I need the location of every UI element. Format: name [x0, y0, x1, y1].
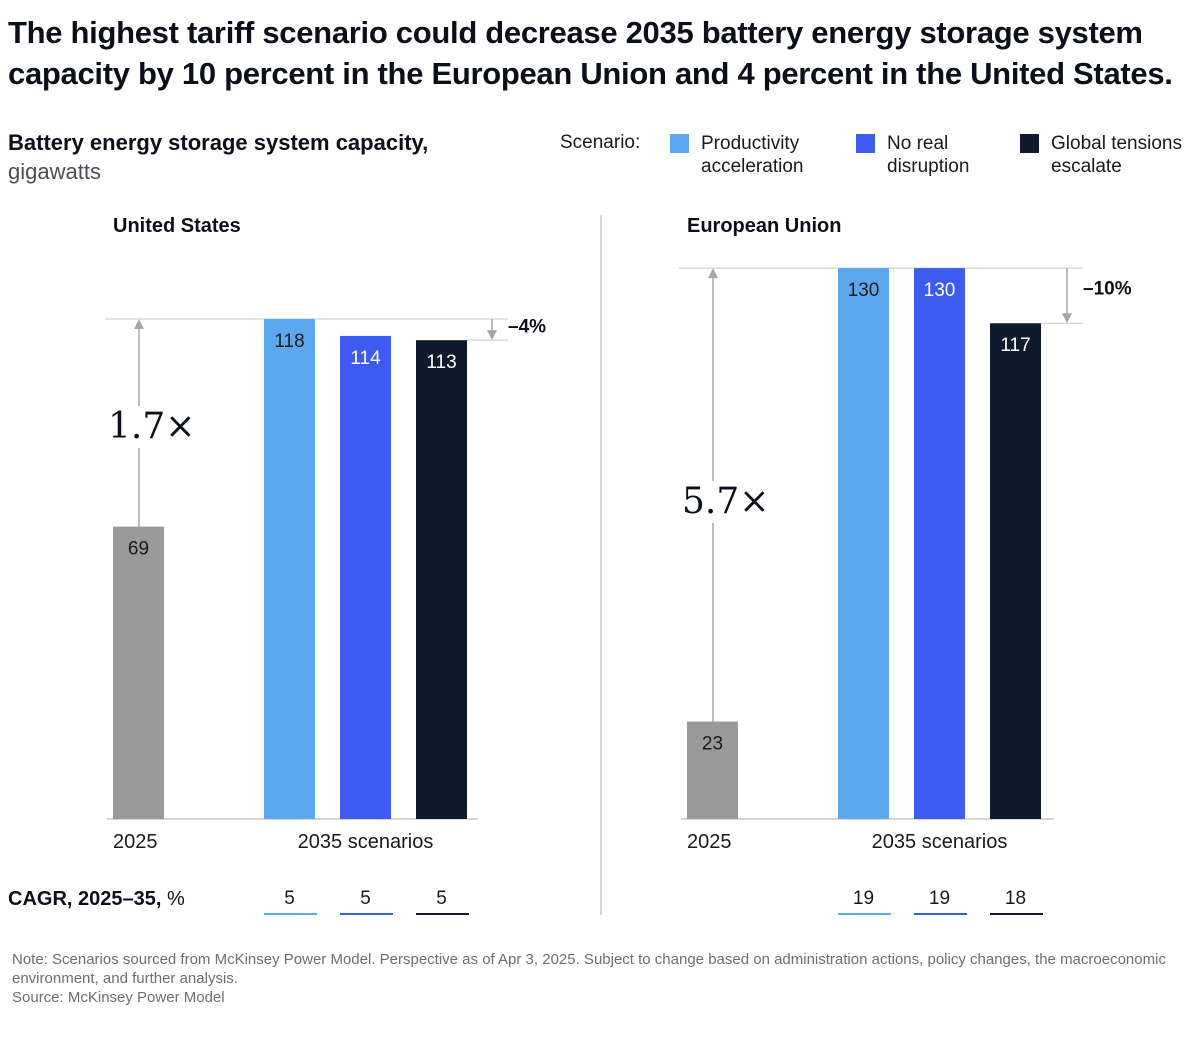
cagr-value-us-0: 5: [284, 888, 295, 909]
bar-label-eu-1: 130: [848, 280, 880, 301]
legend-line2: acceleration: [701, 156, 804, 177]
multiplier-eu: 5.7×: [682, 481, 769, 522]
cagr-underline-eu-0: [838, 913, 891, 915]
bar-label-us-3: 113: [426, 352, 456, 373]
growth-arrow-head-us: [134, 319, 144, 329]
cagr-underline-us-1: [340, 913, 393, 915]
cagr-underline-eu-1: [914, 913, 967, 915]
bar-label-us-2: 114: [350, 348, 381, 369]
bar-label-eu-2: 130: [924, 280, 956, 301]
bar-label-us-0: 69: [128, 539, 149, 560]
footnote: Note: Scenarios sourced from McKinsey Po…: [12, 950, 1182, 1007]
multiplier-us: 1.7×: [108, 406, 195, 447]
cagr-underline-us-2: [416, 913, 469, 915]
x-label-2025-us: 2025: [113, 831, 158, 853]
legend-line2: escalate: [1051, 156, 1122, 177]
change-label-eu: –10%: [1083, 279, 1132, 300]
change-arrow-head-us: [487, 330, 497, 341]
chart-svg: CAGR, 2025–35, % United States 69 118 114 113…: [8, 215, 1132, 915]
change-arrow-head-eu: [1062, 313, 1072, 324]
bar-label-eu-0: 23: [702, 734, 723, 755]
bar-label-eu-3: 117: [1000, 335, 1030, 356]
change-label-us: –4%: [508, 317, 546, 338]
bar-label-us-1: 118: [274, 331, 304, 352]
panel-title-us: United States: [113, 215, 241, 237]
cagr-underline-us-0: [264, 913, 317, 915]
cagr-value-eu-0: 19: [853, 888, 874, 909]
bar-eu-2: [914, 268, 965, 819]
legend-line2: disruption: [887, 156, 970, 177]
chart-title: The highest tariff scenario could decrea…: [8, 15, 1173, 91]
legend-line1: No real: [887, 133, 949, 154]
source-text: Source: McKinsey Power Model: [12, 989, 225, 1006]
cagr-underline-eu-2: [990, 913, 1043, 915]
x-label-2035-eu: 2035 scenarios: [872, 831, 1008, 853]
subtitle-measure: Battery energy storage system capacity,: [8, 130, 429, 155]
bar-us-3: [416, 340, 467, 819]
legend-text-no-disruption: No real disruption: [887, 132, 969, 178]
cagr-label: CAGR, 2025–35, %: [8, 888, 185, 910]
bar-us-1: [264, 319, 315, 819]
x-label-2025-eu: 2025: [687, 831, 732, 853]
legend-line1: Productivity: [701, 133, 800, 154]
cagr-label-bold: CAGR, 2025–35,: [8, 888, 167, 910]
note-text: Note: Scenarios sourced from McKinsey Po…: [12, 951, 1166, 987]
bar-us-2: [340, 335, 391, 819]
panel-title-eu: European Union: [687, 215, 841, 237]
cagr-value-us-2: 5: [436, 888, 447, 909]
legend-line1: Global tensions: [1051, 133, 1182, 154]
bar-eu-1: [838, 268, 889, 819]
bar-eu-0: [687, 721, 738, 819]
multiplier-bg-us: [106, 406, 186, 448]
cagr-label-unit: %: [167, 888, 185, 910]
cagr-value-us-1: 5: [360, 888, 371, 909]
legend-swatch-productivity: [670, 134, 689, 153]
legend-swatch-global-tensions: [1020, 134, 1039, 153]
legend-text-global-tensions: Global tensions escalate: [1051, 132, 1182, 178]
legend-swatch-no-disruption: [856, 134, 875, 153]
x-label-2035-us: 2035 scenarios: [298, 831, 434, 853]
legend-label: Scenario:: [560, 132, 641, 153]
chart-subtitle: Battery energy storage system capacity, …: [8, 128, 428, 186]
legend-text-productivity: Productivity acceleration: [701, 132, 803, 178]
cagr-value-eu-2: 18: [1005, 888, 1026, 909]
bar-eu-3: [990, 323, 1041, 819]
growth-arrow-head-eu: [708, 268, 718, 279]
subtitle-unit: gigawatts: [8, 159, 101, 184]
multiplier-bg-eu: [680, 481, 760, 523]
bar-us-0: [113, 526, 164, 819]
cagr-value-eu-1: 19: [929, 888, 950, 909]
